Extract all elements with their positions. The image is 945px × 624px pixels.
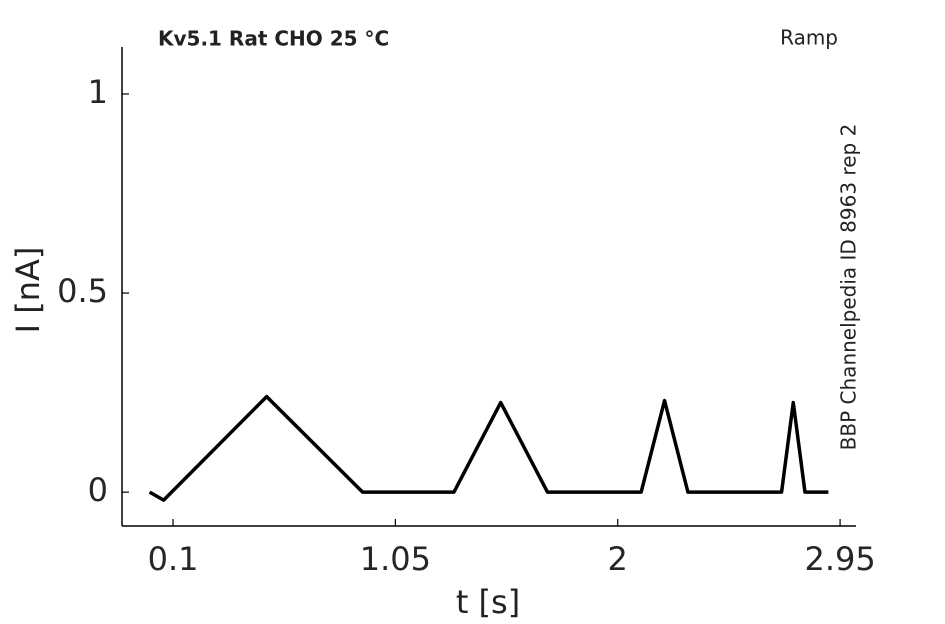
y-tick-label: 0 [88, 471, 108, 509]
x-tick-label: 2 [608, 540, 628, 578]
x-tick-label: 2.95 [804, 540, 875, 578]
trace [148, 394, 829, 502]
annotation: Ramp [780, 26, 838, 50]
x-tick-label: 0.1 [148, 540, 199, 578]
chart-title: Kv5.1 Rat CHO 25 °C [158, 27, 389, 51]
y-tick-label: 0.5 [57, 272, 108, 310]
y-tick-label: 1 [88, 73, 108, 111]
x-tick-label: 1.05 [360, 540, 431, 578]
y-axis-label: I [nA] [9, 247, 47, 334]
x-axis-label: t [s] [456, 583, 520, 621]
annotation: BBP Channelpedia ID 8963 rep 2 [837, 124, 861, 451]
